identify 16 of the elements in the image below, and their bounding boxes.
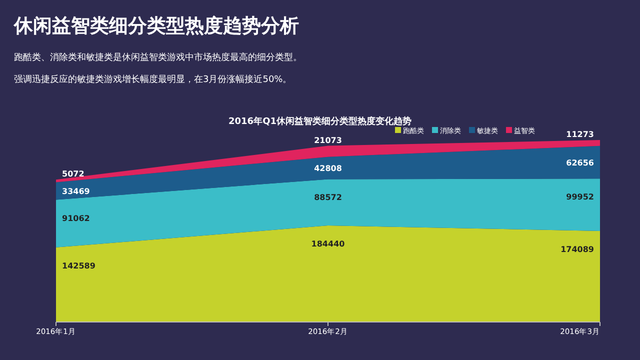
- data-label: 91062: [62, 214, 90, 223]
- text: 2016年Q1休闲益智类细分类型热度变化趋势: [228, 116, 412, 127]
- chart-title: 休闲益智类细分类型热度趋势分析: [13, 15, 299, 37]
- data-label: 99952: [566, 192, 594, 202]
- data-label: 42808: [314, 164, 342, 174]
- chart-subtitle: 跑酷类、消除类和敏捷类是休闲益智类游戏中市场热度最高的细分类型。: [14, 52, 302, 63]
- data-label: 174089: [560, 244, 594, 254]
- data-label: 5072: [62, 170, 84, 179]
- data-label: 88572: [314, 193, 342, 202]
- text: 强调迅捷反应的敏捷类游戏增长幅度最明显，在3月份涨幅接近50%。: [14, 74, 292, 85]
- data-label: 184440: [311, 240, 346, 249]
- data-label: 142589: [62, 261, 96, 270]
- data-label: 33469: [62, 187, 90, 196]
- data-label: 11273: [566, 130, 594, 139]
- data-label: 21073: [314, 136, 342, 145]
- data-label: 62656: [566, 158, 594, 168]
